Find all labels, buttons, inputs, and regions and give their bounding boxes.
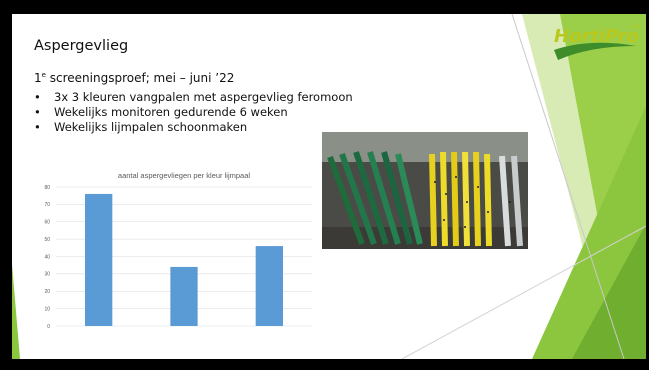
slide-canvas: Aspergevlieg 1e screeningsproef; mei – j… xyxy=(12,14,646,359)
y-tick-label: 80 xyxy=(44,185,50,191)
bullet-item: • Wekelijks monitoren gedurende 6 weken xyxy=(34,105,353,120)
bullet-text: Wekelijks monitoren gedurende 6 weken xyxy=(54,105,288,119)
bullet-item: • 3x 3 kleuren vangpalen met aspergevlieg… xyxy=(34,90,353,105)
bar-chart: aantal aspergevliegen per kleur lijmpaal… xyxy=(44,171,312,330)
bar xyxy=(85,193,113,326)
trap-poles-photo xyxy=(322,132,528,249)
svg-text:com: com xyxy=(630,24,641,30)
y-tick-label: 60 xyxy=(44,220,50,226)
y-tick-label: 70 xyxy=(44,202,50,208)
y-tick-label: 40 xyxy=(44,254,50,260)
slide-title: Aspergevlieg xyxy=(34,38,129,54)
bar xyxy=(255,246,283,326)
deco-left-sliver xyxy=(12,264,20,359)
fly-dots xyxy=(434,176,511,228)
yellow-poles xyxy=(429,151,492,247)
y-tick-label: 10 xyxy=(44,306,50,312)
deco-dark-triangle xyxy=(572,224,646,359)
chart-title: aantal aspergevliegen per kleur lijmpaal xyxy=(118,171,250,180)
hortipro-logo: HortiPro com xyxy=(554,24,641,60)
background-decoration xyxy=(12,14,646,359)
intro-line: 1e screeningsproef; mei – juni ’22 xyxy=(34,71,234,85)
bullet-dot: • xyxy=(34,90,41,104)
intro-number: 1 xyxy=(34,71,42,85)
logo-swoosh xyxy=(554,42,636,60)
green-poles xyxy=(327,151,423,246)
bullet-dot: • xyxy=(34,120,41,134)
bar xyxy=(170,266,198,326)
white-poles xyxy=(499,155,523,247)
deco-line-1 xyxy=(511,14,625,359)
bullet-dot: • xyxy=(34,105,41,119)
intro-ordinal: e xyxy=(41,71,46,79)
bullet-list: • 3x 3 kleuren vangpalen met aspergevlieg… xyxy=(34,90,353,135)
bullet-text: 3x 3 kleuren vangpalen met aspergevlieg … xyxy=(54,90,353,104)
y-tick-label: 30 xyxy=(44,272,50,278)
y-tick-label: 20 xyxy=(44,289,50,295)
deco-line-2 xyxy=(401,225,646,359)
intro-text: screeningsproef; mei – juni ’22 xyxy=(45,71,235,85)
svg-text:HortiPro: HortiPro xyxy=(554,26,639,47)
y-tick-label: 0 xyxy=(47,324,50,330)
y-tick-label: 50 xyxy=(44,237,50,243)
bullet-text: Wekelijks lijmpalen schoonmaken xyxy=(54,120,248,134)
bullet-item: • Wekelijks lijmpalen schoonmaken xyxy=(34,120,353,135)
